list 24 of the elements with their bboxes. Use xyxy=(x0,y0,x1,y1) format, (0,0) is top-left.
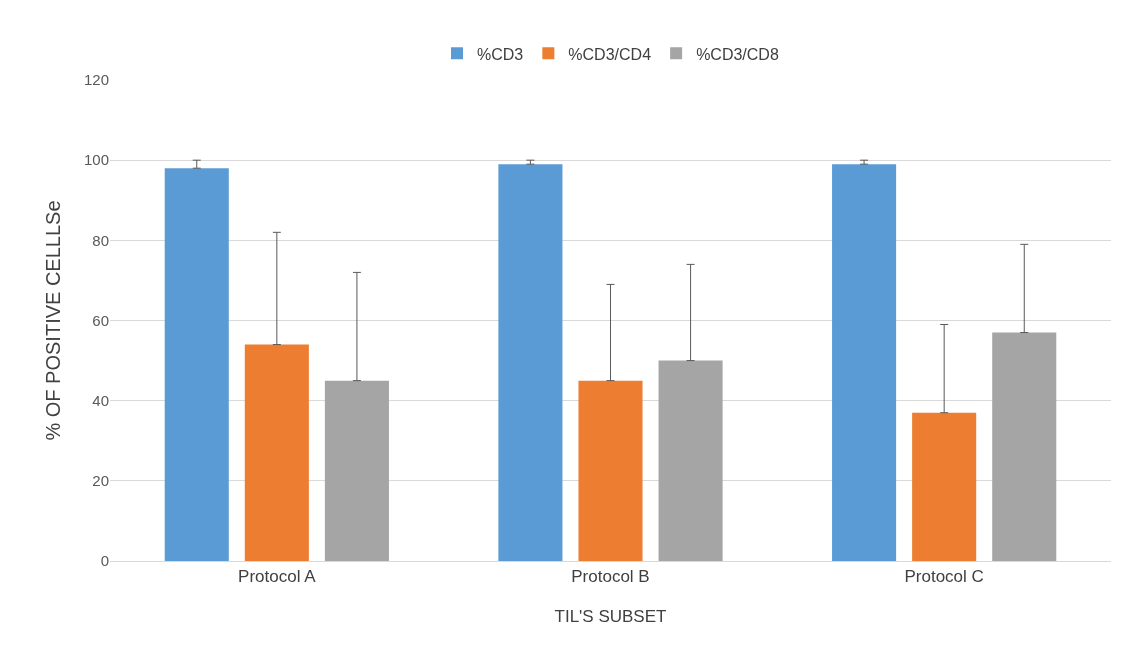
y-tick-label: 100 xyxy=(83,151,109,169)
bar xyxy=(912,412,977,561)
x-tick-label: Protocol A xyxy=(238,567,317,587)
bar xyxy=(164,168,229,561)
y-tick-label: 40 xyxy=(92,391,109,409)
bar xyxy=(832,164,897,561)
legend-label: %CD3 xyxy=(477,45,524,63)
y-tick-label: 80 xyxy=(92,231,109,249)
y-tick-label: 0 xyxy=(100,552,109,570)
bar xyxy=(324,380,389,561)
x-axis-title: TIL'S SUBSET xyxy=(554,607,667,626)
bar xyxy=(498,164,563,561)
bar xyxy=(992,332,1057,561)
legend-label: %CD3/CD4 xyxy=(568,45,652,63)
y-tick-label: 60 xyxy=(92,311,109,329)
legend-label: %CD3/CD8 xyxy=(696,45,779,63)
y-tick-label: 20 xyxy=(92,472,109,490)
bar xyxy=(658,360,723,561)
bar xyxy=(244,344,309,561)
x-tick-label: Protocol C xyxy=(904,567,984,587)
y-axis-title: % OF POSITIVE CELLLSe xyxy=(42,200,64,441)
bar xyxy=(578,380,643,561)
x-tick-label: Protocol B xyxy=(571,567,650,587)
y-tick-label: 120 xyxy=(83,71,109,89)
